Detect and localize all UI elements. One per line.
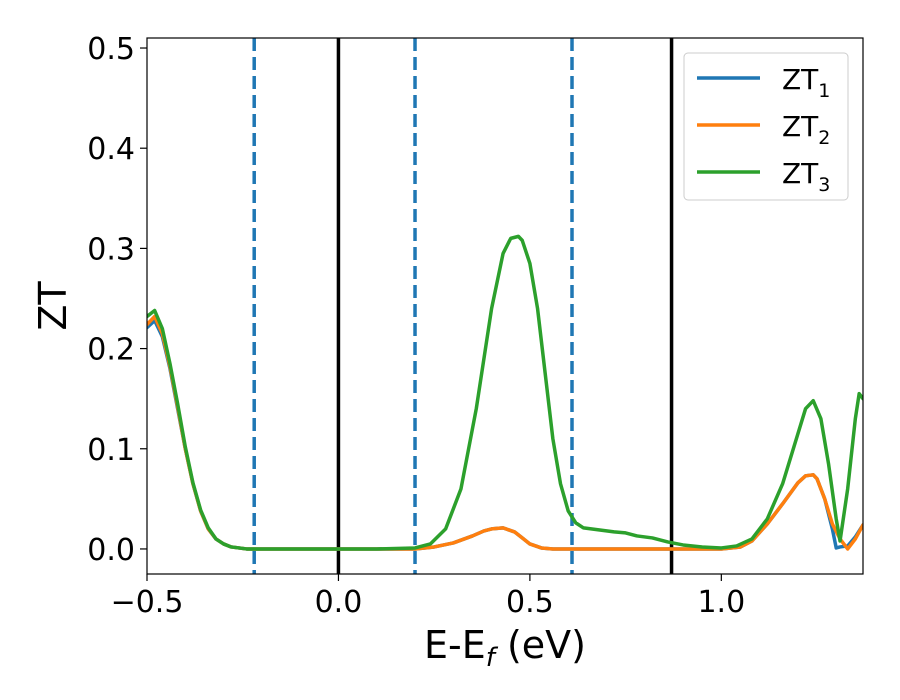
y-axis-label: ZT [31,281,75,331]
legend-box [683,52,849,201]
legend-label-zt3: ZT3 [782,157,830,196]
vertical-reference-lines [252,38,674,574]
x-axis-label-main: E-E [424,623,486,667]
x-axis-label: E-Ef (eV) [424,623,586,673]
series-line-zt3 [147,234,863,551]
y-tick-label: 0.0 [87,533,135,568]
x-tick-label: 0.0 [315,585,363,620]
y-tick-label: 0.5 [87,32,135,67]
x-tick-label: 1.0 [697,585,745,620]
y-tick-label: 0.1 [87,433,135,468]
y-tick-label: 0.4 [87,132,135,167]
series-lines [147,234,863,551]
plot-area [146,37,864,575]
x-axis-label-unit: (eV) [495,623,586,667]
y-tick-label: 0.2 [87,333,135,368]
legend-label-zt2: ZT2 [782,110,830,149]
legend: ZT1 ZT2 ZT3 [683,52,849,201]
legend-label-zt1: ZT1 [782,63,830,102]
x-tick-label: −0.5 [111,585,184,620]
y-tick-label: 0.3 [87,232,135,267]
axis-ticks: −0.5 0.0 0.5 1.0 0.0 0.1 0.2 0.3 0.4 0.5 [87,32,745,620]
x-tick-label: 0.5 [506,585,554,620]
